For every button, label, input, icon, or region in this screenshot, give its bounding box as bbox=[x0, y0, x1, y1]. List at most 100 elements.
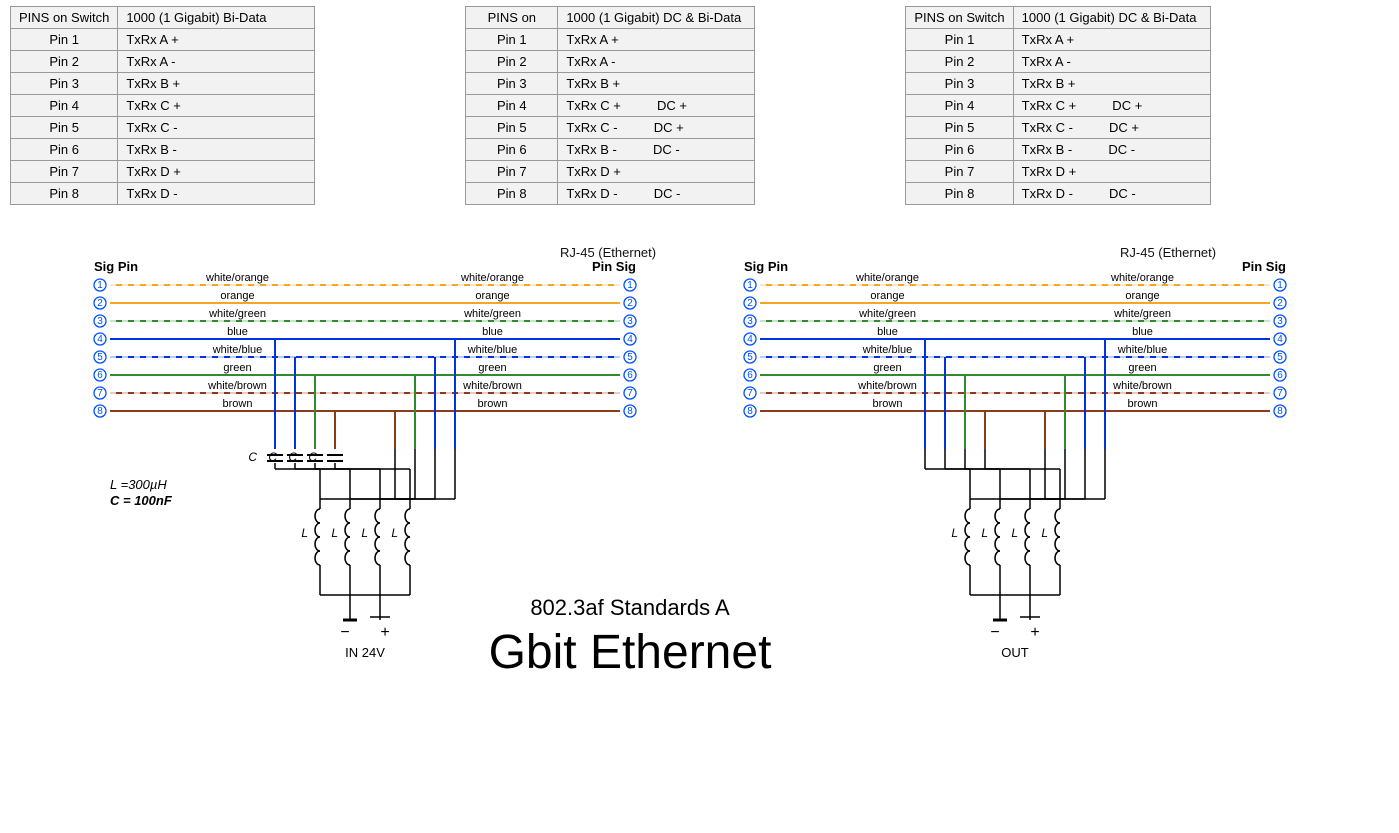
svg-text:+: + bbox=[380, 624, 389, 641]
svg-text:−: − bbox=[990, 624, 999, 641]
svg-text:orange: orange bbox=[1125, 290, 1159, 302]
table-row: Pin 3TxRx B + bbox=[466, 73, 755, 95]
table-row: Pin 2TxRx A - bbox=[11, 51, 315, 73]
svg-text:L: L bbox=[331, 526, 338, 540]
table-row: Pin 4TxRx C + bbox=[11, 95, 315, 117]
table-header: PINS on Switch bbox=[11, 7, 118, 29]
pin-cell: Pin 1 bbox=[466, 29, 558, 51]
svg-text:green: green bbox=[1128, 362, 1156, 374]
svg-text:white/orange: white/orange bbox=[1110, 272, 1174, 284]
svg-text:L: L bbox=[301, 526, 308, 540]
pin-cell: Pin 3 bbox=[906, 73, 1013, 95]
pin-cell: Pin 6 bbox=[466, 139, 558, 161]
table-row: Pin 4TxRx C + DC + bbox=[906, 95, 1210, 117]
svg-text:C: C bbox=[288, 450, 297, 464]
signal-cell: TxRx A + bbox=[1013, 29, 1210, 51]
svg-text:1: 1 bbox=[747, 280, 753, 291]
svg-text:L: L bbox=[361, 526, 368, 540]
signal-cell: TxRx B - DC - bbox=[558, 139, 755, 161]
table-row: Pin 2TxRx A - bbox=[906, 51, 1210, 73]
svg-text:2: 2 bbox=[97, 298, 103, 309]
table-row: Pin 8TxRx D - DC - bbox=[466, 183, 755, 205]
table-header: PINS on Switch bbox=[906, 7, 1013, 29]
diagrams-area: Sig PinPin Sig11white/orangewhite/orange… bbox=[0, 205, 1399, 810]
svg-text:white/brown: white/brown bbox=[857, 380, 917, 392]
table-row: Pin 6TxRx B - DC - bbox=[906, 139, 1210, 161]
svg-text:7: 7 bbox=[627, 388, 633, 399]
svg-text:L: L bbox=[391, 526, 398, 540]
svg-text:L =300µH: L =300µH bbox=[110, 477, 167, 492]
signal-cell: TxRx A - bbox=[118, 51, 315, 73]
pin-cell: Pin 7 bbox=[466, 161, 558, 183]
svg-text:3: 3 bbox=[1277, 316, 1283, 327]
svg-text:white/green: white/green bbox=[463, 308, 521, 320]
pin-cell: Pin 1 bbox=[906, 29, 1013, 51]
svg-text:5: 5 bbox=[627, 352, 633, 363]
svg-text:white/orange: white/orange bbox=[205, 272, 269, 284]
pin-cell: Pin 3 bbox=[11, 73, 118, 95]
table-row: Pin 3TxRx B + bbox=[906, 73, 1210, 95]
table-body-3: Pin 1TxRx A +Pin 2TxRx A -Pin 3TxRx B +P… bbox=[906, 29, 1210, 205]
signal-cell: TxRx D + bbox=[558, 161, 755, 183]
svg-text:+: + bbox=[1030, 624, 1039, 641]
table-body-2: Pin 1TxRx A +Pin 2TxRx A -Pin 3TxRx B +P… bbox=[466, 29, 755, 205]
signal-cell: TxRx C + bbox=[118, 95, 315, 117]
table-header: 1000 (1 Gigabit) Bi-Data bbox=[118, 7, 315, 29]
svg-text:white/blue: white/blue bbox=[1117, 344, 1168, 356]
svg-text:5: 5 bbox=[97, 352, 103, 363]
svg-text:3: 3 bbox=[747, 316, 753, 327]
svg-text:OUT: OUT bbox=[1001, 645, 1029, 660]
svg-text:6: 6 bbox=[1277, 370, 1283, 381]
signal-cell: TxRx C + DC + bbox=[558, 95, 755, 117]
signal-cell: TxRx B + bbox=[118, 73, 315, 95]
signal-cell: TxRx D + bbox=[1013, 161, 1210, 183]
rj45-label: RJ-45 (Ethernet) bbox=[1120, 245, 1216, 260]
table-header: PINS on bbox=[466, 7, 558, 29]
svg-text:L: L bbox=[1011, 526, 1018, 540]
svg-text:white/green: white/green bbox=[208, 308, 266, 320]
signal-cell: TxRx D + bbox=[118, 161, 315, 183]
svg-text:white/blue: white/blue bbox=[212, 344, 263, 356]
svg-text:white/orange: white/orange bbox=[460, 272, 524, 284]
svg-text:orange: orange bbox=[220, 290, 254, 302]
svg-text:C: C bbox=[308, 450, 317, 464]
svg-text:1: 1 bbox=[627, 280, 633, 291]
svg-text:blue: blue bbox=[1132, 326, 1153, 338]
table-row: Pin 7TxRx D + bbox=[466, 161, 755, 183]
pin-table-1: PINS on Switch 1000 (1 Gigabit) Bi-Data … bbox=[10, 6, 315, 205]
pin-cell: Pin 2 bbox=[11, 51, 118, 73]
svg-text:6: 6 bbox=[627, 370, 633, 381]
pin-cell: Pin 5 bbox=[466, 117, 558, 139]
svg-text:4: 4 bbox=[1277, 334, 1283, 345]
pin-cell: Pin 8 bbox=[466, 183, 558, 205]
svg-text:white/brown: white/brown bbox=[207, 380, 267, 392]
svg-text:Pin Sig: Pin Sig bbox=[1242, 259, 1286, 274]
table-row: Pin 1TxRx A + bbox=[11, 29, 315, 51]
pin-cell: Pin 7 bbox=[11, 161, 118, 183]
table-row: Pin 5TxRx C - DC + bbox=[466, 117, 755, 139]
table-row: Pin 5TxRx C - DC + bbox=[906, 117, 1210, 139]
svg-text:blue: blue bbox=[877, 326, 898, 338]
svg-text:white/orange: white/orange bbox=[855, 272, 919, 284]
svg-text:white/blue: white/blue bbox=[862, 344, 913, 356]
standard-label: 802.3af Standards A bbox=[480, 595, 780, 621]
svg-text:4: 4 bbox=[747, 334, 753, 345]
pin-cell: Pin 5 bbox=[11, 117, 118, 139]
table-row: Pin 8TxRx D - DC - bbox=[906, 183, 1210, 205]
signal-cell: TxRx A - bbox=[558, 51, 755, 73]
svg-text:5: 5 bbox=[747, 352, 753, 363]
pin-cell: Pin 8 bbox=[906, 183, 1013, 205]
svg-text:8: 8 bbox=[747, 406, 753, 417]
signal-cell: TxRx A - bbox=[1013, 51, 1210, 73]
svg-text:orange: orange bbox=[475, 290, 509, 302]
pin-cell: Pin 6 bbox=[906, 139, 1013, 161]
svg-text:white/blue: white/blue bbox=[467, 344, 518, 356]
table-row: Pin 2TxRx A - bbox=[466, 51, 755, 73]
svg-text:white/brown: white/brown bbox=[462, 380, 522, 392]
pin-cell: Pin 2 bbox=[466, 51, 558, 73]
svg-text:7: 7 bbox=[1277, 388, 1283, 399]
table-row: Pin 4TxRx C + DC + bbox=[466, 95, 755, 117]
svg-text:C: C bbox=[248, 450, 257, 464]
signal-cell: TxRx B - bbox=[118, 139, 315, 161]
svg-text:blue: blue bbox=[482, 326, 503, 338]
